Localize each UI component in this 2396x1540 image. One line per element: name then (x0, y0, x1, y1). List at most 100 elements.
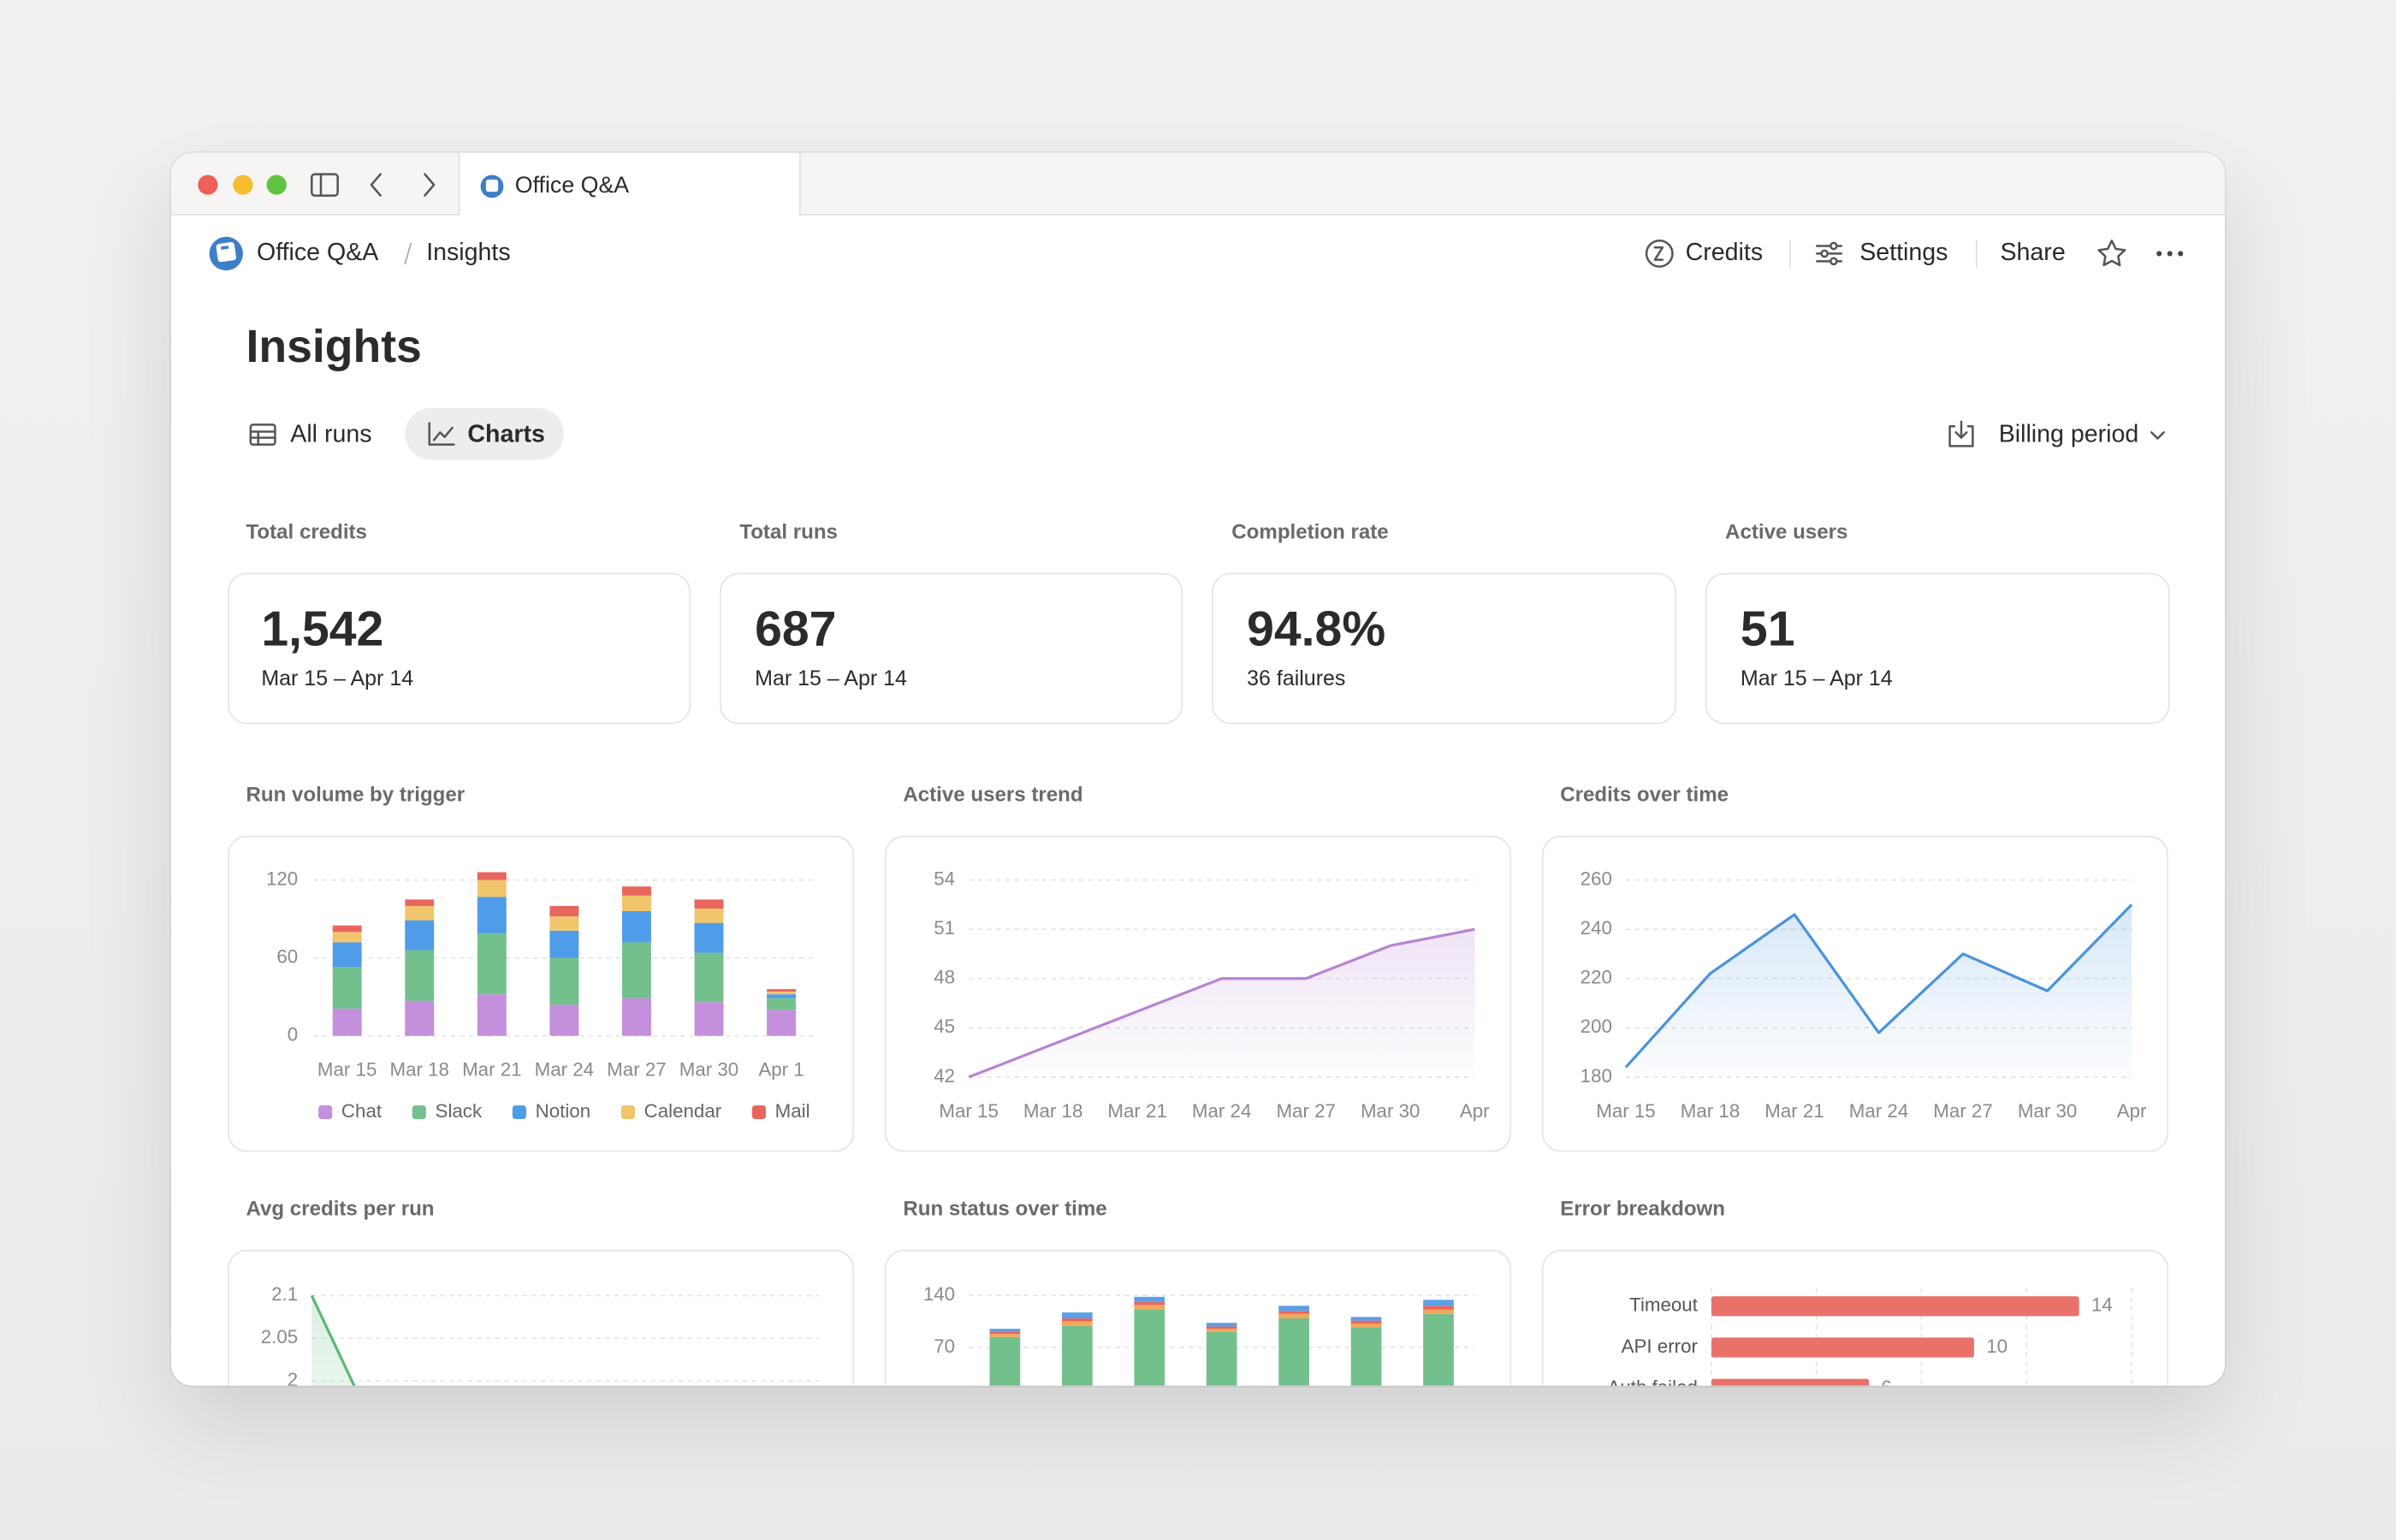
stat-card (1212, 572, 1676, 725)
y-tick-label: 180 (1581, 1065, 1612, 1087)
stat-label: Completion rate (1231, 521, 1388, 544)
bar-segment (1350, 1320, 1382, 1324)
bar-segment (694, 1002, 724, 1036)
chart-card (884, 1249, 1512, 1386)
legend-swatch (620, 1105, 635, 1120)
stat-card (720, 572, 1183, 725)
bar-segment (1278, 1313, 1309, 1318)
y-tick-label: 60 (276, 946, 298, 968)
breadcrumb-page[interactable]: Insights (426, 239, 510, 266)
credits-button[interactable]: Credits (1686, 239, 1763, 266)
x-tick-label: Mar 18 (1023, 1100, 1082, 1122)
legend-swatch (412, 1105, 426, 1120)
bar-segment (989, 1329, 1021, 1332)
forward-button[interactable] (424, 173, 436, 197)
y-tick-label: 220 (1581, 967, 1612, 988)
zoom-button[interactable] (266, 175, 287, 195)
bar-segment (1206, 1326, 1237, 1330)
bar-segment (1350, 1317, 1382, 1321)
charts-tab[interactable]: Charts (467, 420, 544, 447)
billing-period-select[interactable]: Billing period (1999, 420, 2139, 447)
y-tick-label: 0 (288, 1024, 298, 1045)
chart-title: Run volume by trigger (246, 784, 465, 807)
legend-swatch (318, 1105, 333, 1120)
bar-segment (621, 910, 651, 943)
tab-icon (480, 175, 504, 198)
export-icon (1948, 420, 1974, 447)
close-button[interactable] (198, 175, 218, 195)
legend-label: Notion (536, 1100, 591, 1122)
chart-icon (428, 422, 455, 446)
minimize-button[interactable] (233, 175, 253, 195)
tab-title: Office Q&A (515, 172, 630, 198)
bar-segment (1134, 1301, 1165, 1306)
bar-segment (332, 925, 362, 933)
bar-segment (1423, 1306, 1454, 1310)
bar-segment (1206, 1329, 1237, 1332)
back-button[interactable] (370, 173, 382, 197)
favorite-button[interactable] (2097, 239, 2126, 267)
bar-segment (1423, 1313, 1454, 1386)
legend-label: Mail (775, 1100, 810, 1122)
stat-label: Total credits (246, 521, 366, 544)
x-tick-label: Mar 27 (607, 1059, 666, 1081)
bar-segment (1061, 1318, 1093, 1322)
breadcrumb-workspace[interactable]: Office Q&A (257, 239, 378, 266)
x-tick-label: Apr (1460, 1100, 1490, 1122)
bar-segment (989, 1334, 1021, 1337)
bar-segment (332, 942, 362, 968)
legend-label: Chat (341, 1100, 383, 1122)
bar-segment (621, 895, 651, 911)
bar-segment (405, 1000, 435, 1036)
x-tick-label: Apr 1 (758, 1059, 804, 1081)
bar-segment (1134, 1305, 1165, 1310)
bar-segment (767, 994, 797, 998)
bar-segment (767, 1010, 797, 1036)
y-tick-label: 2.1 (271, 1283, 298, 1305)
bar-segment (621, 942, 651, 998)
bar-segment (1061, 1321, 1093, 1326)
all-runs-tab[interactable]: All runs (290, 420, 371, 447)
bar-segment (477, 933, 507, 995)
x-tick-label: Mar 24 (1192, 1100, 1251, 1122)
bar-segment (332, 967, 362, 1009)
legend-label: Calendar (644, 1100, 722, 1122)
bar-segment (694, 952, 724, 1003)
more-button[interactable] (2156, 251, 2184, 257)
bar-segment (477, 994, 507, 1036)
settings-button[interactable]: Settings (1859, 239, 1948, 266)
sidebar-toggle[interactable] (311, 173, 339, 197)
charts-tab-pill[interactable] (405, 407, 564, 460)
bar-segment (549, 1004, 579, 1036)
line-area (1625, 904, 2132, 1077)
x-tick-label: Mar 18 (1681, 1100, 1740, 1122)
bar-segment (621, 886, 651, 896)
bar-segment (549, 916, 579, 931)
bar-segment (1423, 1309, 1454, 1314)
bar-segment (1206, 1331, 1237, 1386)
x-tick-label: Mar 15 (939, 1100, 998, 1122)
line (968, 927, 1475, 1079)
x-tick-label: Mar 30 (2018, 1100, 2077, 1122)
bar-segment (477, 872, 507, 880)
stat-value: 51 (1741, 601, 1795, 656)
y-category-label: Auth failed (1607, 1377, 1697, 1386)
bar-segment (1061, 1325, 1093, 1386)
bar-segment (1350, 1324, 1382, 1328)
share-button[interactable]: Share (2000, 239, 2065, 266)
bar-segment (767, 989, 797, 992)
workspace-logo (209, 236, 243, 271)
bar-segment (332, 1008, 362, 1036)
bar-segment (1134, 1296, 1165, 1302)
bar (1711, 1296, 2079, 1317)
bar-segment (477, 897, 507, 933)
stat-note: 36 failures (1247, 666, 1345, 690)
tab[interactable] (458, 152, 799, 216)
y-tick-label: 42 (934, 1065, 955, 1087)
line-area (969, 929, 1475, 1077)
y-tick-label: 140 (923, 1283, 955, 1305)
x-tick-label: Mar 15 (317, 1059, 377, 1081)
y-tick-label: 120 (266, 868, 298, 889)
chart-card (1541, 1249, 2168, 1386)
